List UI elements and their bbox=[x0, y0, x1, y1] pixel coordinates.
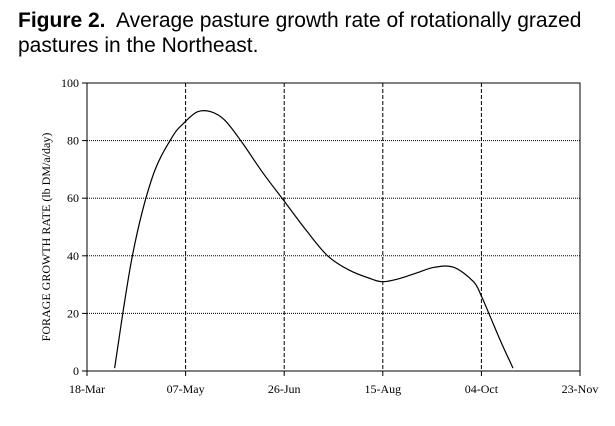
tick-layer: 0 20 40 60 80 100 18-Mar 07-May 26-Jun 15-Aug 04-O… bbox=[61, 76, 598, 396]
figure-caption-text: Average pasture growth rate of rotationa… bbox=[18, 9, 582, 57]
series-line bbox=[114, 109, 514, 369]
y-tick-label: 40 bbox=[67, 249, 79, 263]
y-axis-label: FORAGE GROWTH RATE (lb DM/a/day) bbox=[39, 133, 53, 342]
y-tick-label: 20 bbox=[67, 306, 79, 320]
x-tick-label: 04-Oct bbox=[465, 382, 499, 396]
x-tick-label: 26-Jun bbox=[268, 382, 301, 396]
x-tick-label: 15-Aug bbox=[364, 382, 401, 396]
x-tick-label: 07-May bbox=[167, 382, 205, 396]
x-tick-label: 23-Nov bbox=[562, 382, 599, 396]
grid-layer bbox=[87, 83, 580, 371]
y-tick-label: 80 bbox=[67, 134, 79, 148]
figure-label: Figure 2. bbox=[18, 9, 106, 32]
figure-caption: Figure 2. Average pasture growth rate of… bbox=[18, 8, 608, 58]
plot-frame bbox=[86, 82, 581, 372]
y-tick-label: 100 bbox=[61, 76, 79, 90]
x-tick-label: 18-Mar bbox=[69, 382, 105, 396]
y-tick-label: 60 bbox=[67, 191, 79, 205]
y-tick-label: 0 bbox=[73, 364, 79, 378]
